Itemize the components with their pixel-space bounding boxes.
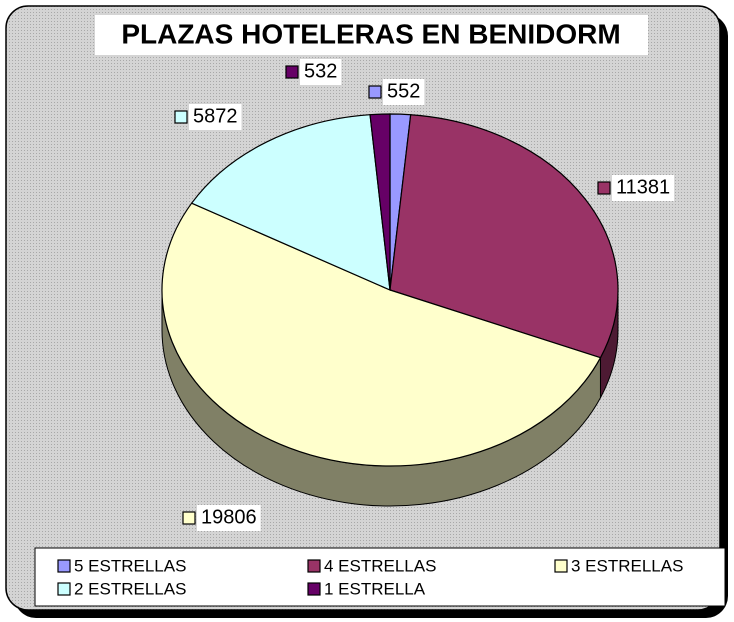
legend-key	[307, 559, 321, 573]
chart-title: PLAZAS HOTELERAS EN BENIDORM	[121, 18, 620, 49]
pie-slice	[369, 113, 391, 291]
pie-slice	[190, 114, 391, 291]
legend-label: 1 ESTRELLA	[324, 579, 426, 598]
data-label-key	[174, 110, 188, 124]
data-label: 5872	[193, 105, 238, 127]
pie-slice	[389, 114, 619, 359]
legend-key	[57, 559, 71, 573]
data-label-key	[182, 511, 196, 525]
legend-key	[307, 582, 321, 596]
title-box	[95, 15, 648, 55]
data-label-bg	[383, 79, 425, 105]
legend-label: 3 ESTRELLAS	[571, 556, 683, 575]
data-label-bg	[189, 104, 242, 130]
legend-label: 2 ESTRELLAS	[74, 579, 186, 598]
legend-key	[57, 582, 71, 596]
legend-key	[554, 559, 568, 573]
data-label-bg	[197, 505, 261, 531]
pie-slice	[161, 202, 602, 467]
legend-label: 4 ESTRELLAS	[324, 556, 436, 575]
data-label: 532	[304, 60, 337, 82]
data-label-key	[285, 65, 299, 79]
data-label-bg	[612, 175, 675, 201]
labels: 552 11381 19806 5872 532	[174, 59, 675, 531]
data-label: 552	[387, 80, 420, 102]
data-label: 19806	[201, 506, 257, 528]
data-label-bg	[300, 59, 342, 85]
pie	[161, 113, 619, 507]
legend-box	[34, 547, 726, 607]
data-label-key	[597, 181, 611, 195]
legend-label: 5 ESTRELLAS	[74, 556, 186, 575]
data-label: 11381	[616, 176, 670, 198]
data-label-key	[368, 85, 382, 99]
